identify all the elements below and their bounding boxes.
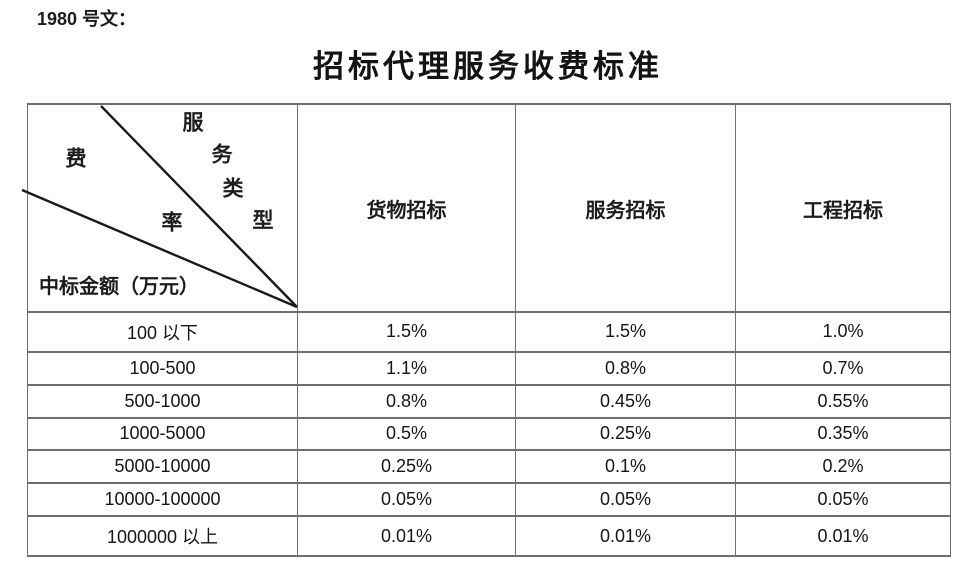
rate-cell-goods: 1.1%: [297, 350, 516, 386]
corner-label-service-type-char-1: 服: [182, 110, 204, 135]
rate-cell-goods: 0.05%: [297, 482, 516, 518]
rate-cell-works: 0.7%: [735, 350, 951, 386]
row-label-amount: 10000-100000: [27, 482, 298, 518]
header-row: 费 率 服 务 类 型 中标金额（万元） 货物招标 服务招标 工程招标: [21, 103, 951, 313]
corner-label-service-type-char-3: 类: [222, 176, 244, 201]
corner-label-fee-char-1: 费: [65, 146, 87, 171]
rate-cell-services: 0.01%: [515, 515, 736, 557]
table-row: 1000-5000 0.5% 0.25% 0.35%: [27, 416, 951, 452]
rate-cell-works: 0.35%: [735, 416, 951, 452]
row-label-amount: 100 以下: [27, 311, 298, 353]
table-row: 1000000 以上 0.01% 0.01% 0.01%: [27, 515, 951, 557]
rate-cell-goods: 0.8%: [297, 383, 516, 419]
table-row: 500-1000 0.8% 0.45% 0.55%: [27, 383, 951, 419]
corner-label-amount: 中标金额（万元）: [39, 276, 199, 298]
column-header-works-bidding: 工程招标: [735, 103, 951, 313]
row-label-amount: 500-1000: [27, 383, 298, 419]
corner-label-service-type-char-4: 型: [252, 208, 274, 233]
rate-cell-works: 0.01%: [735, 515, 951, 557]
fee-table: 费 率 服 务 类 型 中标金额（万元） 货物招标 服务招标 工程招标 100 …: [21, 103, 951, 557]
rate-cell-works: 0.55%: [735, 383, 951, 419]
row-label-amount: 1000000 以上: [27, 515, 298, 557]
rate-cell-services: 0.25%: [515, 416, 736, 452]
rate-cell-services: 0.8%: [515, 350, 736, 386]
corner-header-cell: 费 率 服 务 类 型 中标金额（万元）: [21, 103, 298, 313]
table-row: 100 以下 1.5% 1.5% 1.0%: [27, 311, 951, 353]
table-row: 10000-100000 0.05% 0.05% 0.05%: [27, 482, 951, 518]
rate-cell-goods: 0.5%: [297, 416, 516, 452]
rate-cell-services: 0.45%: [515, 383, 736, 419]
rate-cell-works: 0.2%: [735, 449, 951, 485]
corner-label-service-type-char-2: 务: [211, 142, 233, 167]
rate-cell-works: 0.05%: [735, 482, 951, 518]
diagonal-divider-lines: [21, 105, 298, 309]
rate-cell-works: 1.0%: [735, 311, 951, 353]
table-row: 5000-10000 0.25% 0.1% 0.2%: [27, 449, 951, 485]
rate-cell-goods: 1.5%: [297, 311, 516, 353]
rate-cell-services: 0.05%: [515, 482, 736, 518]
row-label-amount: 100-500: [27, 350, 298, 386]
page-title: 招标代理服务收费标准: [313, 49, 663, 84]
rate-cell-goods: 0.01%: [297, 515, 516, 557]
rate-cell-services: 1.5%: [515, 311, 736, 353]
doc-reference: 1980 号文：: [37, 9, 137, 29]
column-header-services-bidding: 服务招标: [515, 103, 736, 313]
rate-cell-goods: 0.25%: [297, 449, 516, 485]
rate-cell-services: 0.1%: [515, 449, 736, 485]
table-row: 100-500 1.1% 0.8% 0.7%: [27, 350, 951, 386]
column-header-goods-bidding: 货物招标: [297, 103, 516, 313]
corner-label-fee-char-2: 率: [161, 210, 183, 235]
row-label-amount: 5000-10000: [27, 449, 298, 485]
row-label-amount: 1000-5000: [27, 416, 298, 452]
